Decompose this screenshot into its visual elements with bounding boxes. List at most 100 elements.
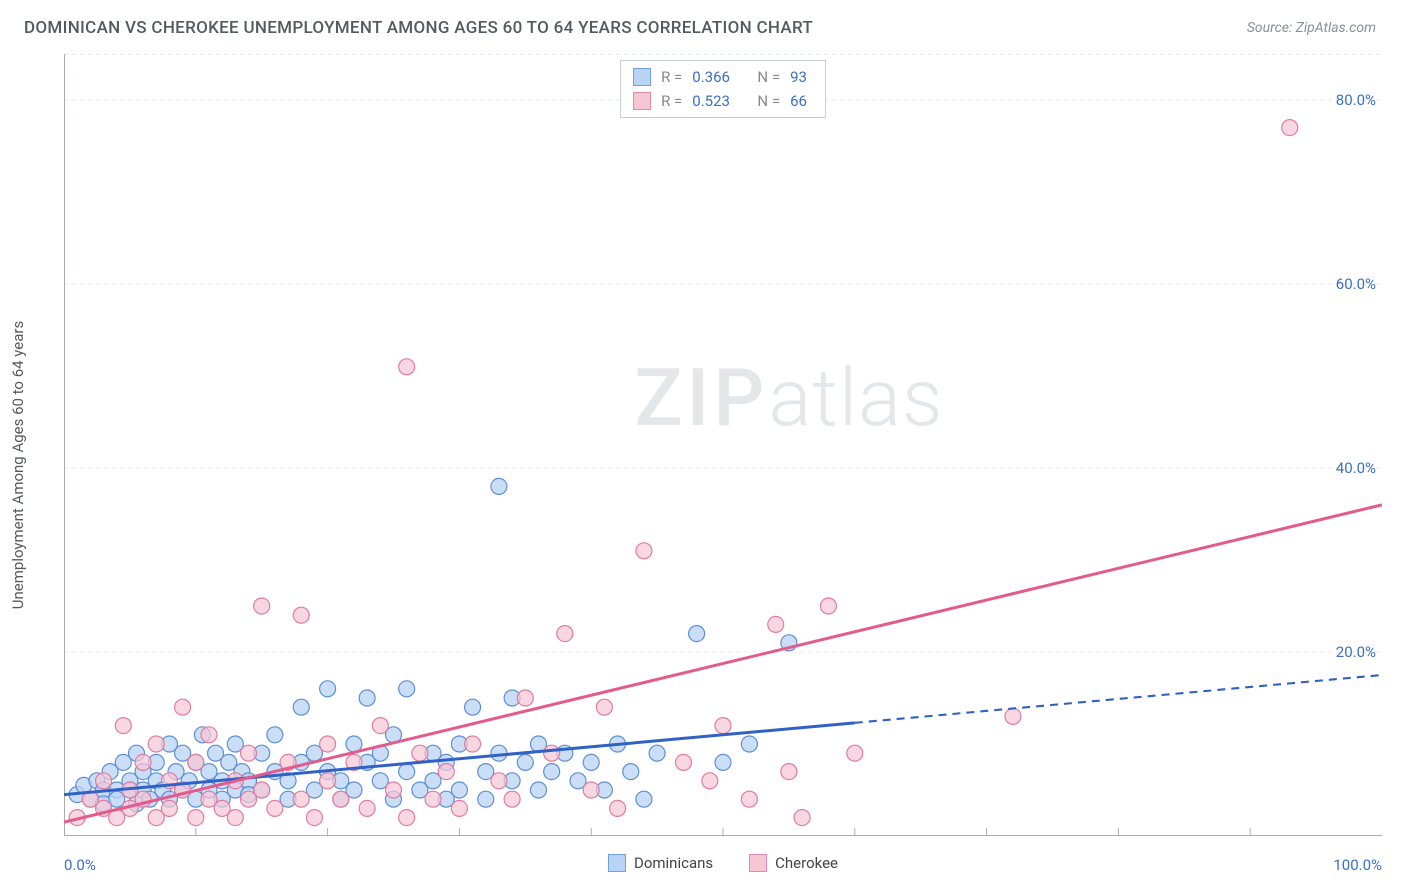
data-point xyxy=(636,543,652,559)
y-tick-label: 20.0% xyxy=(1336,643,1376,661)
data-point xyxy=(715,754,731,770)
data-point xyxy=(517,690,533,706)
legend-swatch xyxy=(633,68,651,86)
data-point xyxy=(478,791,494,807)
data-point xyxy=(465,736,481,752)
y-axis-label: Unemployment Among Ages 60 to 64 years xyxy=(9,321,27,609)
scatter-plot: 20.0%40.0%60.0%80.0% ZIPatlas R = 0.366 … xyxy=(64,54,1382,836)
data-point xyxy=(544,745,560,761)
x-tick-end: 100.0% xyxy=(1333,856,1382,874)
data-point xyxy=(254,598,270,614)
data-point xyxy=(96,773,112,789)
data-point xyxy=(399,764,415,780)
n-label: N = xyxy=(757,65,780,89)
data-point xyxy=(583,754,599,770)
data-point xyxy=(741,791,757,807)
data-point xyxy=(451,800,467,816)
data-point xyxy=(583,782,599,798)
data-point xyxy=(794,810,810,826)
data-point xyxy=(741,736,757,752)
data-point xyxy=(636,791,652,807)
y-tick-label: 40.0% xyxy=(1336,459,1376,477)
legend-swatch xyxy=(608,854,626,872)
trend-line-extrapolated xyxy=(855,675,1382,723)
data-point xyxy=(623,764,639,780)
data-point xyxy=(293,607,309,623)
data-point xyxy=(241,745,257,761)
data-point xyxy=(175,699,191,715)
stats-row: R = 0.523 N = 66 xyxy=(633,89,807,113)
data-point xyxy=(293,791,309,807)
data-point xyxy=(847,745,863,761)
legend-label: Dominicans xyxy=(634,854,713,872)
data-point xyxy=(201,727,217,743)
data-point xyxy=(320,681,336,697)
legend-swatch xyxy=(749,854,767,872)
data-point xyxy=(820,598,836,614)
n-label: N = xyxy=(757,89,780,113)
data-point xyxy=(359,800,375,816)
data-point xyxy=(399,359,415,375)
data-point xyxy=(610,800,626,816)
data-point xyxy=(649,745,665,761)
data-point xyxy=(557,626,573,642)
r-value: 0.366 xyxy=(692,65,730,89)
data-point xyxy=(293,699,309,715)
data-point xyxy=(188,810,204,826)
data-point xyxy=(768,616,784,632)
data-point xyxy=(320,736,336,752)
r-label: R = xyxy=(661,89,682,113)
data-point xyxy=(491,773,507,789)
legend-item: Cherokee xyxy=(749,854,838,872)
data-point xyxy=(491,478,507,494)
stats-legend: R = 0.366 N = 93 R = 0.523 N = 66 xyxy=(620,60,826,118)
data-point xyxy=(438,764,454,780)
data-point xyxy=(781,764,797,780)
stats-row: R = 0.366 N = 93 xyxy=(633,65,807,89)
legend-label: Cherokee xyxy=(775,854,838,872)
data-point xyxy=(425,791,441,807)
data-point xyxy=(504,791,520,807)
y-tick-label: 80.0% xyxy=(1336,91,1376,109)
data-point xyxy=(412,745,428,761)
y-tick-label: 60.0% xyxy=(1336,275,1376,293)
data-point xyxy=(372,718,388,734)
data-point xyxy=(306,810,322,826)
data-point xyxy=(135,754,151,770)
n-value: 66 xyxy=(790,89,807,113)
data-point xyxy=(161,800,177,816)
data-point xyxy=(530,782,546,798)
data-point xyxy=(451,782,467,798)
n-value: 93 xyxy=(790,65,807,89)
data-point xyxy=(1005,708,1021,724)
data-point xyxy=(320,773,336,789)
source-label: Source: ZipAtlas.com xyxy=(1247,20,1376,36)
r-label: R = xyxy=(661,65,682,89)
data-point xyxy=(596,699,612,715)
data-point xyxy=(254,782,270,798)
data-point xyxy=(399,681,415,697)
legend-item: Dominicans xyxy=(608,854,713,872)
data-point xyxy=(386,782,402,798)
data-point xyxy=(267,727,283,743)
data-point xyxy=(465,699,481,715)
data-point xyxy=(188,754,204,770)
data-point xyxy=(267,800,283,816)
data-point xyxy=(675,754,691,770)
series-legend: Dominicans Cherokee xyxy=(64,854,1382,872)
data-point xyxy=(227,810,243,826)
trend-line xyxy=(64,505,1382,822)
legend-swatch xyxy=(633,92,651,110)
data-point xyxy=(689,626,705,642)
chart-title: DOMINICAN VS CHEROKEE UNEMPLOYMENT AMONG… xyxy=(24,18,813,38)
data-point xyxy=(333,791,349,807)
data-point xyxy=(148,736,164,752)
data-point xyxy=(1282,120,1298,136)
data-point xyxy=(544,764,560,780)
data-point xyxy=(399,810,415,826)
data-point xyxy=(115,718,131,734)
data-point xyxy=(359,690,375,706)
data-point xyxy=(517,754,533,770)
data-point xyxy=(702,773,718,789)
r-value: 0.523 xyxy=(692,89,730,113)
